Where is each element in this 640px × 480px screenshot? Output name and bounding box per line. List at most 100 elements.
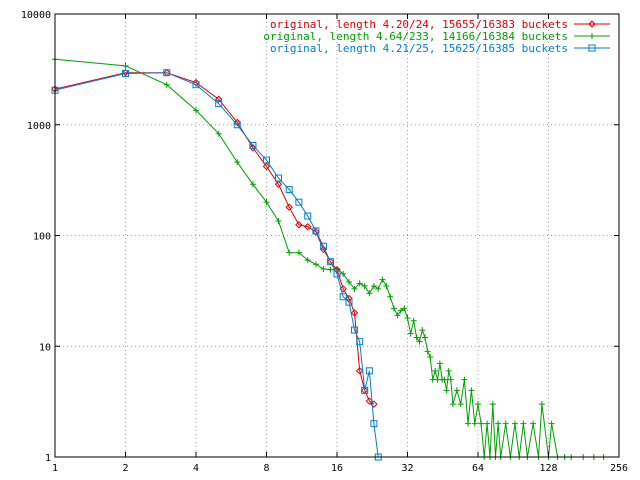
data-point	[214, 95, 223, 103]
data-point	[436, 360, 443, 367]
data-point	[286, 249, 293, 256]
data-point	[484, 420, 491, 427]
data-point	[121, 69, 130, 77]
data-point	[122, 62, 129, 69]
series-line	[54, 58, 604, 458]
data-point	[339, 293, 347, 301]
data-point	[333, 266, 341, 274]
data-point	[163, 69, 171, 77]
data-point	[355, 367, 364, 375]
data-point	[453, 387, 460, 394]
data-point	[413, 334, 420, 341]
legend-swatch-marker	[588, 44, 596, 52]
legend: original, length 4.20/24, 15655/16383 bu…	[263, 18, 610, 55]
x-tick-label: 128	[539, 463, 557, 474]
data-point	[215, 100, 223, 108]
data-point	[285, 186, 293, 194]
data-point	[530, 420, 537, 427]
data-point	[350, 309, 359, 317]
data-point	[390, 305, 397, 312]
data-point	[274, 174, 282, 182]
data-point	[263, 199, 270, 206]
data-point	[304, 212, 312, 220]
data-point	[427, 353, 434, 360]
data-point	[345, 294, 353, 303]
x-tick-label: 256	[610, 463, 628, 474]
data-point	[464, 420, 471, 427]
x-tick-label: 32	[401, 463, 413, 474]
data-point	[502, 420, 509, 427]
data-point	[441, 376, 448, 383]
data-point	[471, 420, 478, 427]
data-point	[548, 420, 555, 427]
data-point	[263, 156, 270, 164]
data-point	[443, 387, 450, 394]
legend-entry: original, length 4.20/24, 15655/16383 bu…	[270, 18, 610, 31]
y-tick-label: 10	[39, 342, 51, 353]
data-point	[326, 258, 334, 266]
data-point	[312, 227, 320, 235]
x-tick-label: 64	[472, 463, 484, 474]
data-point	[520, 420, 527, 427]
x-tick-label: 1	[52, 463, 58, 474]
x-tick-label: 2	[122, 463, 128, 474]
data-point	[468, 387, 475, 394]
y-axis: 1 10 100 1000 10000	[21, 10, 619, 464]
data-point	[375, 285, 382, 292]
data-point	[122, 70, 129, 78]
data-point	[401, 305, 408, 312]
data-point	[351, 285, 358, 292]
data-point	[304, 257, 311, 264]
data-point	[432, 367, 439, 374]
grid	[55, 14, 619, 457]
data-point	[295, 221, 303, 229]
data-point	[361, 386, 369, 394]
data-point	[407, 330, 414, 337]
data-point	[233, 121, 241, 129]
data-point	[424, 348, 431, 355]
data-point	[489, 401, 496, 408]
data-point	[350, 326, 358, 334]
x-tick-label: 8	[263, 463, 269, 474]
data-point	[285, 203, 293, 211]
data-point	[461, 376, 468, 383]
data-point	[361, 282, 368, 289]
data-point	[447, 376, 454, 383]
data-point	[387, 293, 394, 300]
y-tick-label: 1	[45, 453, 51, 464]
y-tick-label: 100	[33, 232, 51, 243]
data-point	[379, 276, 386, 283]
data-point	[397, 307, 404, 314]
data-point	[449, 401, 456, 408]
data-point	[249, 181, 256, 188]
x-axis: 1 2 4 8 16 32 64 128 256	[52, 14, 628, 474]
data-point	[312, 261, 319, 268]
data-point	[340, 270, 347, 277]
data-point	[234, 159, 241, 166]
series-1	[51, 69, 378, 408]
data-point	[319, 242, 327, 250]
series-line	[54, 72, 375, 405]
data-point	[192, 81, 200, 89]
data-point	[249, 141, 257, 149]
data-point	[410, 317, 417, 324]
data-point	[370, 420, 378, 428]
data-point	[163, 81, 170, 88]
data-point	[366, 290, 373, 297]
data-point	[478, 420, 485, 427]
x-tick-label: 16	[331, 463, 343, 474]
x-tick-label: 4	[193, 463, 199, 474]
data-point	[356, 338, 364, 346]
data-point	[394, 312, 401, 319]
data-point	[304, 223, 312, 231]
data-point	[333, 270, 341, 278]
legend-entry: original, length 4.64/233, 14166/16384 b…	[263, 30, 610, 43]
data-point	[345, 279, 352, 286]
data-point	[416, 338, 423, 345]
data-point	[383, 282, 390, 289]
data-point	[538, 401, 545, 408]
data-point	[404, 314, 411, 321]
data-point	[319, 245, 328, 254]
data-point	[249, 144, 257, 152]
legend-label: original, length 4.64/233, 14166/16384 b…	[263, 30, 568, 43]
